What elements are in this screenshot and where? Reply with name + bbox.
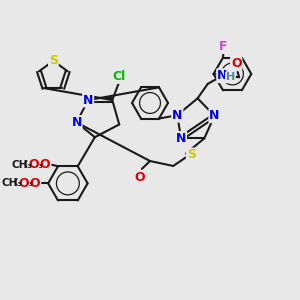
Text: CH₃: CH₃	[1, 178, 22, 188]
Text: N: N	[209, 109, 220, 122]
Text: O: O	[134, 171, 145, 184]
Text: CH₃: CH₃	[11, 160, 32, 170]
Text: O: O	[231, 57, 242, 70]
Text: O: O	[39, 158, 50, 171]
Text: N: N	[83, 94, 93, 106]
Text: N: N	[172, 109, 182, 122]
Text: O: O	[29, 177, 40, 190]
Text: F: F	[219, 40, 228, 53]
Text: N: N	[217, 69, 227, 82]
Text: CH₃: CH₃	[14, 178, 33, 188]
Text: N: N	[71, 116, 82, 129]
Text: S: S	[49, 54, 58, 68]
Text: O: O	[28, 158, 39, 171]
Text: Cl: Cl	[112, 70, 126, 83]
Text: O: O	[18, 177, 29, 190]
Text: N: N	[176, 132, 186, 145]
Text: H: H	[226, 72, 235, 82]
Text: CH₃: CH₃	[23, 160, 43, 170]
Text: S: S	[187, 148, 196, 161]
